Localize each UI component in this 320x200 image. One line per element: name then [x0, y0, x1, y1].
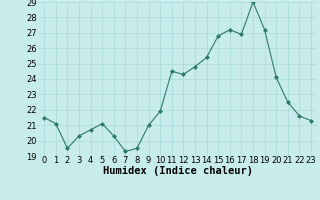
X-axis label: Humidex (Indice chaleur): Humidex (Indice chaleur): [103, 166, 252, 176]
